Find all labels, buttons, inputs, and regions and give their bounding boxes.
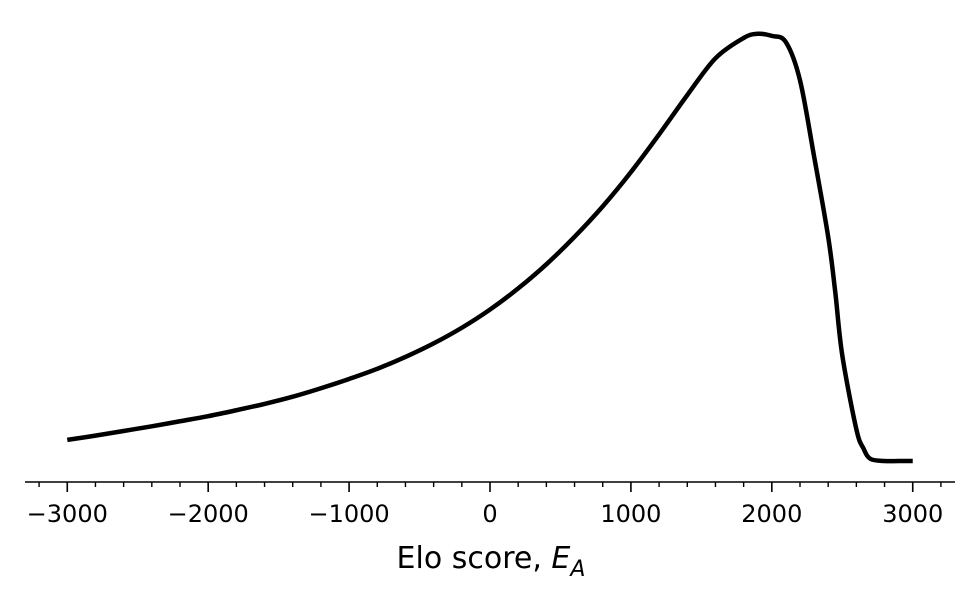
x-tick-label: 2000 (741, 500, 802, 528)
series-layer (66, 31, 913, 464)
x-tick-label: −2000 (168, 500, 249, 528)
series-line (66, 31, 913, 464)
x-axis: −3000 −2000 −1000 0 1000 2000 3000 (25, 481, 955, 528)
x-axis-label: Elo score, EA (397, 541, 586, 582)
x-tick-label: 0 (482, 500, 497, 528)
x-tick-label: −1000 (308, 500, 389, 528)
x-tick-label: −3000 (27, 500, 108, 528)
x-tick-label: 3000 (882, 500, 943, 528)
x-tick-label: 1000 (600, 500, 661, 528)
